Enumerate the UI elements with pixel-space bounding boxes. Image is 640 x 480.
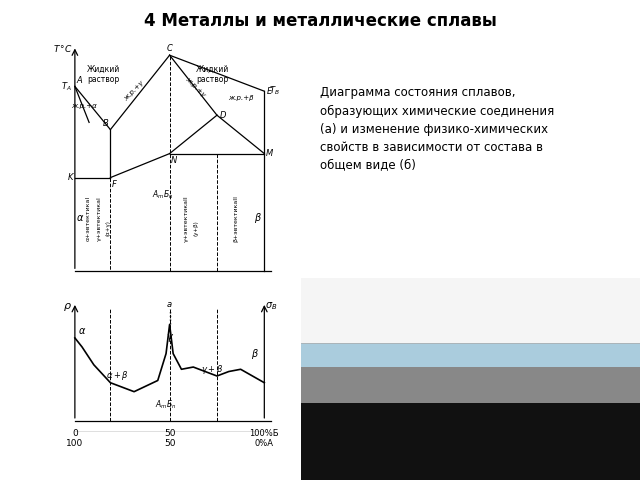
Text: $T_B$: $T_B$ xyxy=(269,85,280,97)
Text: $\alpha+\beta$: $\alpha+\beta$ xyxy=(106,370,129,383)
Text: 50: 50 xyxy=(164,429,175,438)
Text: β+эвтектикаII: β+эвтектикаII xyxy=(234,195,239,242)
Text: ж.р.+β: ж.р.+β xyxy=(228,96,253,101)
Text: β: β xyxy=(254,214,260,223)
Text: $A_m Б_n$: $A_m Б_n$ xyxy=(152,188,173,201)
Text: γ+эвтектикаI: γ+эвтектикаI xyxy=(97,196,102,241)
Text: $\beta$: $\beta$ xyxy=(251,347,259,360)
Text: 100%Б: 100%Б xyxy=(250,429,279,438)
Text: ж.р.+γ: ж.р.+γ xyxy=(123,80,145,102)
Text: $\rho$: $\rho$ xyxy=(63,300,72,312)
Text: $\gamma+\beta$: $\gamma+\beta$ xyxy=(201,363,223,376)
Text: A: A xyxy=(76,76,82,85)
Bar xyxy=(301,343,640,367)
Text: γ+эвтектикаII: γ+эвтектикаII xyxy=(184,195,189,242)
Text: $T\,°C$: $T\,°C$ xyxy=(53,43,73,53)
Text: 0: 0 xyxy=(72,429,77,438)
Text: D: D xyxy=(220,111,226,120)
Text: F: F xyxy=(111,180,116,189)
Text: Жидкий
раствор: Жидкий раствор xyxy=(86,65,120,84)
Text: $\alpha$: $\alpha$ xyxy=(78,326,86,336)
Text: Жидкий
раствор: Жидкий раствор xyxy=(196,65,229,84)
Text: K: K xyxy=(68,173,74,182)
Bar xyxy=(301,367,640,403)
Text: 50: 50 xyxy=(164,439,175,448)
Bar xyxy=(301,403,640,480)
Text: (α+γ): (α+γ) xyxy=(106,220,111,236)
Text: $\sigma_B$: $\sigma_B$ xyxy=(265,300,278,312)
Text: M: M xyxy=(266,149,273,158)
Text: Диаграмма состояния сплавов,
образующих химические соединения
(а) и изменение фи: Диаграмма состояния сплавов, образующих … xyxy=(320,86,554,171)
Text: ж.р.+γ: ж.р.+γ xyxy=(184,75,207,97)
Text: 100: 100 xyxy=(67,439,83,448)
Text: E: E xyxy=(267,87,272,96)
Text: α: α xyxy=(76,214,83,223)
Text: $\gamma$: $\gamma$ xyxy=(166,332,173,344)
Text: ж.р.+α: ж.р.+α xyxy=(72,103,97,108)
Text: a: a xyxy=(167,300,172,309)
Text: (γ+β): (γ+β) xyxy=(193,220,198,236)
Text: 0%A: 0%A xyxy=(255,439,274,448)
Text: α+эвтектикаI: α+эвтектикаI xyxy=(85,196,90,241)
Text: C: C xyxy=(166,44,173,53)
Text: 4 Металлы и металлические сплавы: 4 Металлы и металлические сплавы xyxy=(143,12,497,30)
Text: $A_m Б_n$: $A_m Б_n$ xyxy=(156,399,177,411)
Text: $T_A$: $T_A$ xyxy=(61,80,71,93)
Text: B: B xyxy=(102,120,108,128)
Bar xyxy=(301,278,640,343)
Text: N: N xyxy=(171,156,177,165)
